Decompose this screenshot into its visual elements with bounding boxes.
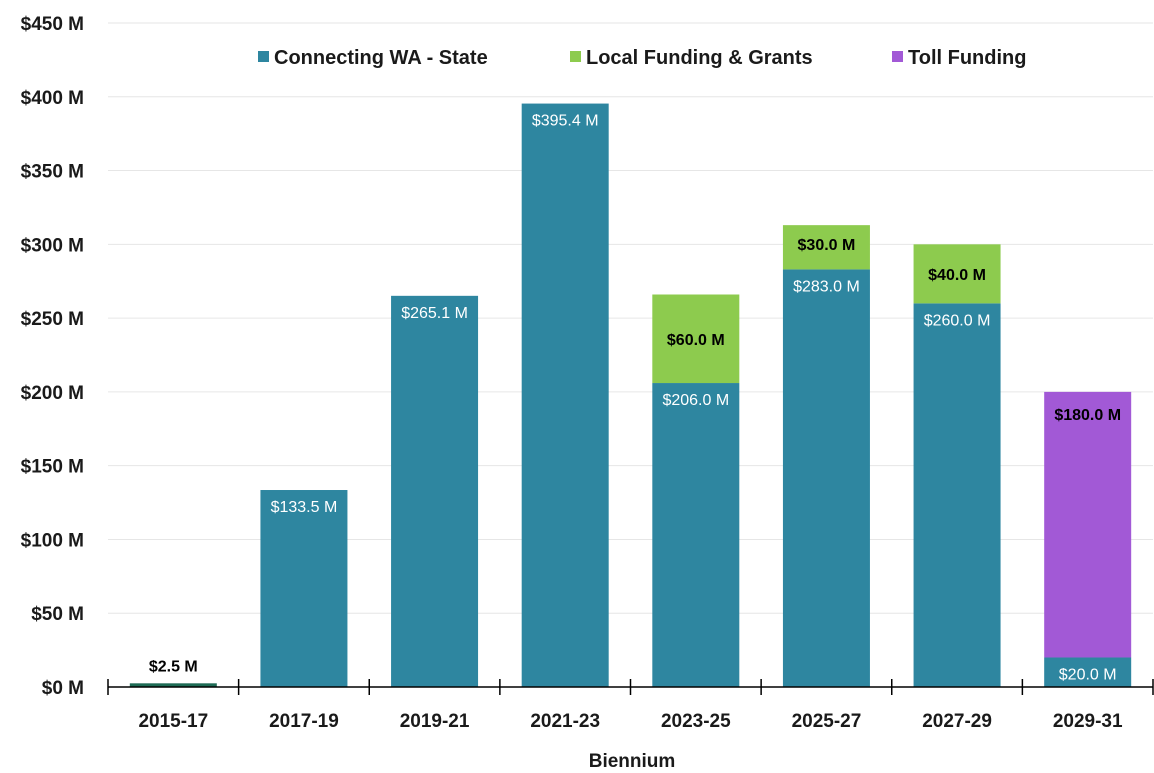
bar-2019-21-connecting-wa-state (391, 295, 479, 687)
legend-swatch (892, 51, 903, 62)
legend-entry: Local Funding & Grants (586, 47, 813, 69)
data-label: $133.5 M (271, 499, 338, 516)
y-tick-label: $50 M (31, 604, 84, 625)
x-tick-label: 2025-27 (792, 711, 862, 732)
bar-2025-27-local-funding-grants (782, 225, 870, 270)
bar-2023-25-local-funding-grants (652, 294, 740, 384)
y-axis-tick-labels: $0 M $50 M $100 M $150 M $200 M $250 M $300 M $… (21, 14, 84, 699)
x-axis (107, 679, 1154, 695)
x-axis-title: Biennium (589, 751, 676, 772)
legend-entry: Toll Funding (908, 47, 1026, 69)
legend-entry: Connecting WA - State (274, 47, 488, 69)
legend-swatch (570, 51, 581, 62)
y-tick-label: $150 M (21, 457, 84, 478)
x-tick-label: 2023-25 (661, 711, 731, 732)
y-tick-label: $450 M (21, 14, 84, 35)
data-label: $2.5 M (149, 658, 198, 675)
data-label: $180.0 M (1054, 407, 1121, 424)
data-label: $20.0 M (1059, 666, 1117, 683)
y-tick-label: $200 M (21, 383, 84, 404)
bar-2015-17-connecting-wa-state (129, 683, 217, 687)
data-label: $260.0 M (924, 312, 991, 329)
data-label: $395.4 M (532, 113, 599, 130)
x-tick-label: 2021-23 (530, 711, 600, 732)
bar-2023-25-connecting-wa-state (652, 383, 740, 687)
data-label: $206.0 M (662, 392, 729, 409)
bar-2027-29-connecting-wa-state (913, 303, 1001, 687)
y-tick-label: $250 M (21, 309, 84, 330)
data-label: $283.0 M (793, 278, 860, 295)
y-tick-label: $100 M (21, 530, 84, 551)
x-tick-label: 2015-17 (138, 711, 208, 732)
y-tick-label: $0 M (42, 678, 84, 699)
data-labels: $2.5 M $133.5 M $265.1 M $395.4 M $206.0 M $6… (149, 113, 1121, 684)
y-tick-label: $300 M (21, 235, 84, 256)
legend: Connecting WA - State Local Funding & Gra… (258, 47, 1026, 69)
x-tick-label: 2019-21 (400, 711, 470, 732)
data-label: $265.1 M (401, 305, 468, 322)
x-tick-label: 2027-29 (922, 711, 992, 732)
data-label: $30.0 M (798, 237, 856, 254)
bar-2017-19-connecting-wa-state (260, 490, 348, 687)
x-axis-tick-labels: 2015-17 2017-19 2019-21 2021-23 2023-25 2025-… (138, 711, 1123, 732)
y-tick-label: $350 M (21, 162, 84, 183)
bar-2029-31-connecting-wa-state (1044, 657, 1132, 687)
y-tick-label: $400 M (21, 88, 84, 109)
bar-2021-23-connecting-wa-state (521, 103, 609, 688)
x-tick-label: 2029-31 (1053, 711, 1123, 732)
bar-2025-27-connecting-wa-state (782, 269, 870, 687)
bar-2029-31-toll-funding (1044, 391, 1132, 658)
bars (129, 103, 1132, 688)
data-label: $60.0 M (667, 332, 725, 349)
x-tick-label: 2017-19 (269, 711, 339, 732)
data-label: $40.0 M (928, 267, 986, 284)
legend-swatch (258, 51, 269, 62)
bar-2027-29-local-funding-grants (913, 244, 1001, 304)
